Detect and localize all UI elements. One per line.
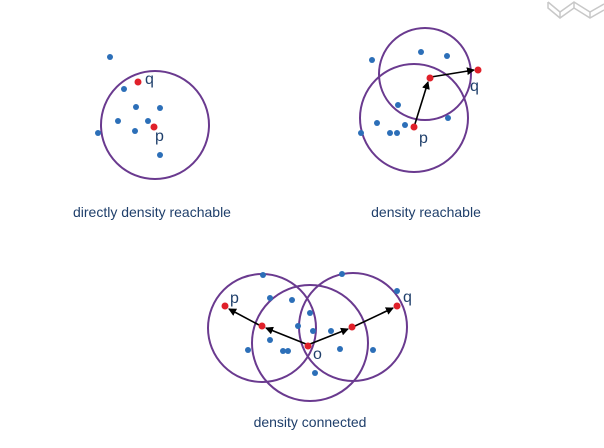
data-point [260, 272, 266, 278]
reachability-arrow [354, 307, 394, 327]
data-point [132, 128, 138, 134]
reachability-arrow [265, 326, 307, 345]
core-point [258, 322, 266, 330]
data-point [337, 346, 343, 352]
data-point [358, 130, 364, 136]
data-point [310, 328, 316, 334]
data-point [402, 122, 408, 128]
caption-directly-density-reachable: directly density reachable [73, 204, 231, 220]
data-point [95, 130, 101, 136]
data-point [285, 348, 291, 354]
point-label-p: p [155, 128, 164, 145]
point-label-q: q [145, 71, 154, 88]
point-label-q: q [403, 289, 412, 306]
caption-density-connected: density connected [254, 414, 367, 430]
reachability-arrow [413, 81, 430, 128]
core-point-q [474, 66, 482, 74]
data-point [387, 130, 393, 136]
data-point [418, 49, 424, 55]
data-point [121, 86, 127, 92]
data-point [267, 295, 273, 301]
neighborhood-circle [359, 63, 469, 173]
caption-density-reachable: density reachable [371, 204, 481, 220]
data-point [107, 54, 113, 60]
corner-book-icon [547, 1, 604, 19]
point-label-q: q [470, 78, 479, 95]
data-point [444, 53, 450, 59]
data-point [157, 105, 163, 111]
point-label-p: p [230, 290, 239, 307]
data-point [307, 310, 313, 316]
core-point-o [304, 342, 312, 350]
data-point [374, 120, 380, 126]
data-point [312, 370, 318, 376]
core-point-q [134, 78, 142, 86]
data-point [267, 337, 273, 343]
point-label-p: p [419, 130, 428, 147]
reachability-arrow [309, 327, 349, 345]
data-point [115, 118, 121, 124]
core-point-q [393, 302, 401, 310]
data-point [245, 347, 251, 353]
data-point [157, 152, 163, 158]
reachability-arrow [228, 308, 260, 326]
data-point [289, 297, 295, 303]
neighborhood-circle [100, 70, 210, 180]
panel-density-connected: p o q [207, 271, 412, 402]
core-point-p [410, 123, 418, 131]
data-point [394, 288, 400, 294]
neighborhood-circle [378, 27, 472, 121]
point-label-o: o [313, 346, 322, 363]
core-point-p [221, 302, 229, 310]
reachability-arrow [430, 67, 475, 78]
core-point [426, 74, 434, 82]
data-point [370, 347, 376, 353]
data-point [295, 323, 301, 329]
data-point [369, 57, 375, 63]
data-point [445, 115, 451, 121]
data-point [145, 118, 151, 124]
panel-density-reachable: qp [358, 27, 482, 173]
panel-directly-density-reachable: qp [95, 54, 210, 180]
core-point-p [150, 123, 158, 131]
data-point [133, 104, 139, 110]
data-point [395, 102, 401, 108]
core-point [348, 323, 356, 331]
neighborhood-circle [251, 284, 369, 402]
data-point [328, 328, 334, 334]
data-point [280, 348, 286, 354]
data-point [339, 271, 345, 277]
data-point [394, 130, 400, 136]
